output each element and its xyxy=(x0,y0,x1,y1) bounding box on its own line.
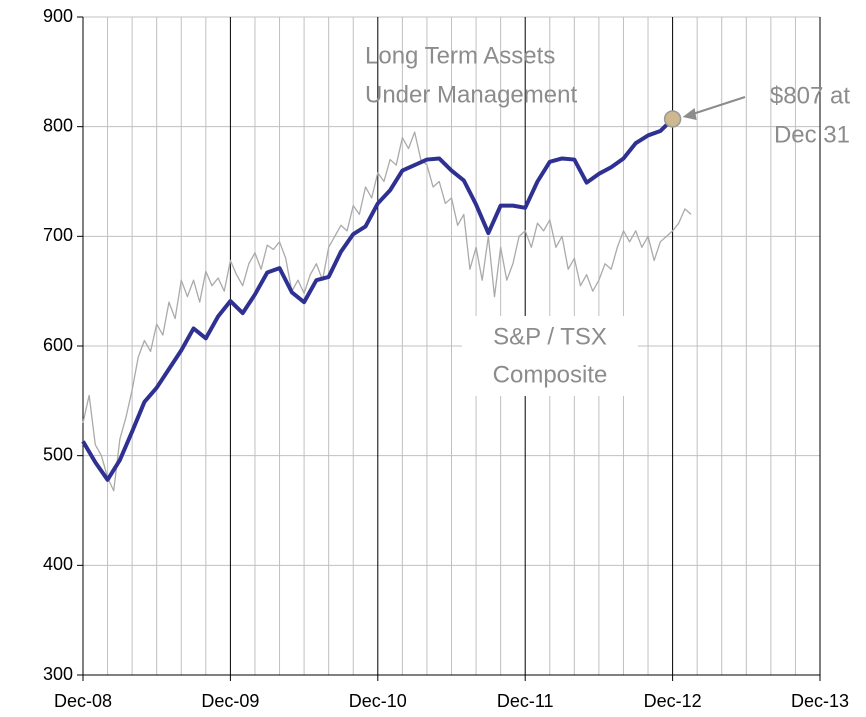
annotation: Dec 31 xyxy=(774,121,850,148)
x-tick-label: Dec-09 xyxy=(201,691,259,711)
y-tick-label: 800 xyxy=(43,115,73,135)
x-tick-label: Dec-12 xyxy=(644,691,702,711)
annotation: Under Management xyxy=(365,81,577,108)
label-background xyxy=(462,316,638,396)
annotation: S&P / TSX xyxy=(493,323,607,350)
end-point xyxy=(663,110,682,128)
y-tick-label: 600 xyxy=(43,335,73,355)
series-line xyxy=(82,131,692,492)
arrow-shaft xyxy=(686,96,746,117)
series-line xyxy=(81,117,675,482)
y-tick-label: 300 xyxy=(43,664,73,684)
arrow-head xyxy=(682,107,697,120)
y-tick-label: 700 xyxy=(43,225,73,245)
annotation: $807 at xyxy=(770,82,850,109)
x-tick-label: Dec-10 xyxy=(349,691,407,711)
annotation: Composite xyxy=(493,361,608,388)
x-tick-label: Dec-13 xyxy=(791,691,849,711)
annotation: Long Term Assets xyxy=(365,42,555,69)
y-tick-label: 500 xyxy=(43,444,73,464)
x-tick-label: Dec-11 xyxy=(497,691,554,711)
y-tick-label: 400 xyxy=(43,554,73,574)
x-tick-label: Dec-08 xyxy=(54,691,112,711)
y-tick-label: 900 xyxy=(43,6,73,26)
